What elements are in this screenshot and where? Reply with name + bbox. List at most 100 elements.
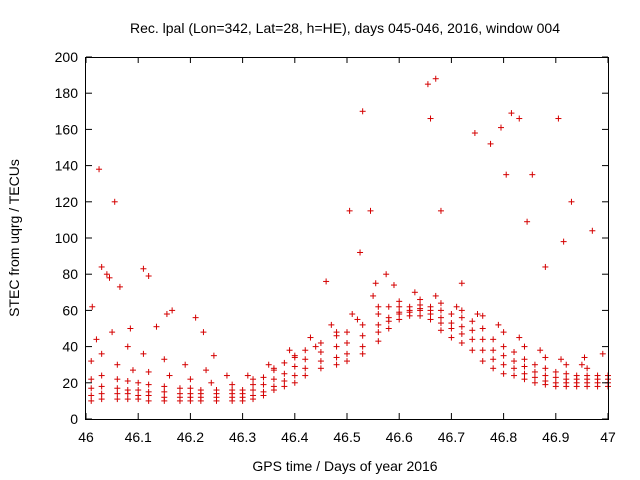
data-point [471, 130, 478, 137]
x-axis-ticks: 46 46.1 46.2 46.3 46.4 46.5 46.6 46.7 46.8 46.9 47 [78, 57, 616, 445]
data-point [511, 365, 518, 372]
chart-title: Rec. lpal (Lon=342, Lat=28, h=HE), days … [130, 20, 560, 36]
data-point [135, 392, 142, 399]
data-point [487, 140, 494, 147]
data-point [396, 298, 403, 305]
data-point [187, 376, 194, 383]
data-point [542, 365, 549, 372]
data-point [96, 166, 103, 173]
data-point [479, 312, 486, 319]
data-point [307, 334, 314, 341]
data-point [286, 347, 293, 354]
data-point [106, 274, 113, 281]
data-point [469, 336, 476, 343]
data-point [490, 365, 497, 372]
data-point [114, 385, 121, 392]
data-point [552, 379, 559, 386]
x-tick-label: 46.6 [386, 429, 413, 445]
data-point [375, 329, 382, 336]
data-point [453, 303, 460, 310]
data-point [169, 307, 176, 314]
data-point [192, 314, 199, 321]
x-tick: 46.7 [438, 57, 465, 445]
data-point [563, 361, 570, 368]
data-point [349, 311, 356, 318]
data-point [124, 377, 131, 384]
data-point [116, 283, 123, 290]
y-axis-ticks: 0 20 40 60 80 100 120 140 160 180 200 [55, 49, 608, 427]
data-point [458, 323, 465, 330]
data-point [448, 320, 455, 327]
data-point [584, 365, 591, 372]
data-point [406, 303, 413, 310]
data-point [573, 372, 580, 379]
data-point [531, 361, 538, 368]
data-point [229, 381, 236, 388]
data-point [145, 388, 152, 395]
data-point [594, 372, 601, 379]
data-point [291, 354, 298, 361]
data-point [250, 392, 257, 399]
data-point [163, 311, 170, 318]
data-point [197, 387, 204, 394]
data-point [244, 372, 251, 379]
data-point [111, 198, 118, 205]
data-point [200, 329, 207, 336]
data-point [375, 321, 382, 328]
data-point [437, 327, 444, 334]
data-point [281, 359, 288, 366]
data-point [98, 263, 105, 270]
data-point [383, 271, 390, 278]
data-point [208, 379, 215, 386]
data-point [359, 108, 366, 115]
data-point [552, 368, 559, 375]
data-point [161, 383, 168, 390]
data-point [344, 350, 350, 357]
data-point [531, 379, 538, 386]
data-point [427, 115, 434, 122]
data-point [427, 303, 434, 310]
data-point [270, 376, 277, 383]
data-point [500, 352, 507, 359]
data-point [203, 367, 210, 374]
data-point [260, 388, 267, 395]
data-point [437, 320, 444, 327]
y-tick: 60 [62, 302, 608, 318]
data-point [333, 361, 340, 368]
y-tick: 180 [55, 85, 608, 101]
data-point [469, 318, 476, 325]
data-point [375, 311, 382, 318]
data-point [542, 372, 549, 379]
data-point [552, 374, 559, 381]
data-point [176, 390, 183, 397]
y-tick: 140 [55, 158, 608, 174]
data-point [265, 361, 272, 368]
y-tick-label: 160 [55, 121, 79, 137]
data-point [432, 292, 439, 299]
data-point [161, 356, 168, 363]
data-point [458, 330, 465, 337]
data-point [260, 374, 267, 381]
data-point [521, 363, 528, 370]
y-tick: 120 [55, 194, 608, 210]
y-tick: 80 [62, 266, 608, 282]
data-point [114, 396, 121, 403]
data-point [140, 265, 147, 272]
data-point [396, 309, 403, 316]
data-point [424, 81, 431, 88]
y-tick: 40 [62, 339, 608, 355]
data-point [182, 361, 189, 368]
data-point [500, 361, 507, 368]
data-point [479, 347, 486, 354]
data-point [213, 387, 220, 394]
data-point [584, 372, 591, 379]
data-point [317, 349, 324, 356]
data-point [542, 377, 549, 384]
data-point [542, 263, 549, 270]
data-point [354, 316, 361, 323]
x-axis-label: GPS time / Days of year 2016 [252, 458, 437, 474]
data-point [302, 365, 309, 372]
data-point [239, 387, 246, 394]
data-point [437, 300, 444, 307]
data-point [161, 388, 168, 395]
